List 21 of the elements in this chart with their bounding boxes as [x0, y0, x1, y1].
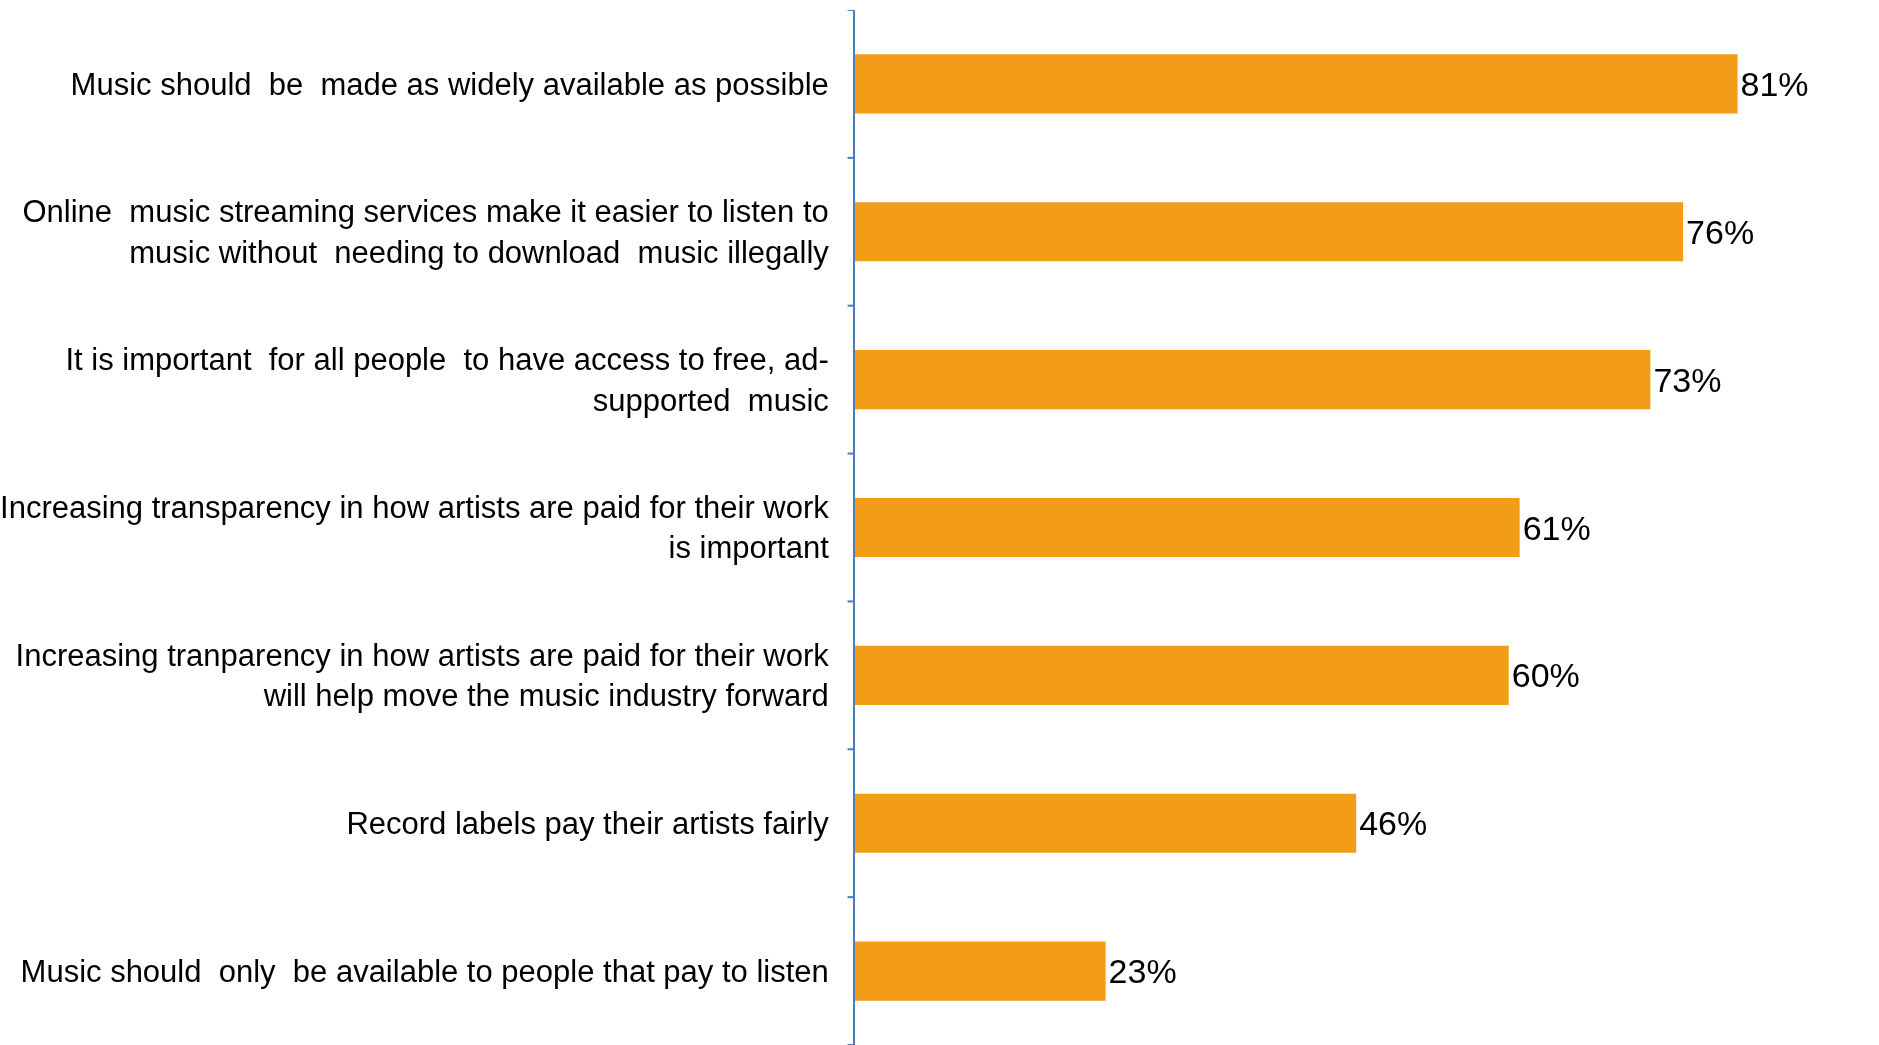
bar	[855, 497, 1520, 558]
data-label: 23%	[1108, 952, 1177, 991]
bar	[855, 941, 1106, 1001]
data-label: 81%	[1740, 64, 1809, 103]
data-label: 61%	[1522, 508, 1591, 547]
y-tick-label: Record labels pay their artists fairly	[346, 806, 830, 842]
bar	[855, 350, 1651, 410]
y-tick-label: Music should be made as widely available as possible	[70, 66, 829, 102]
data-label: 76%	[1686, 212, 1755, 251]
bar	[855, 793, 1357, 853]
y-tick-label: Increasing transparency in how artists are paid for their work is important	[0, 490, 830, 566]
bar	[855, 645, 1509, 705]
y-tick-label: Online music streaming services make it easier to listen to music without needing to download music illegally	[22, 194, 830, 270]
data-label: 60%	[1511, 656, 1580, 695]
bar	[855, 54, 1738, 114]
y-tick-label: It is important for all people to have access to free, ad- supported music	[65, 342, 829, 418]
y-tick-label: Music should only be available to people that pay to listen	[20, 953, 829, 989]
data-label: 46%	[1359, 804, 1428, 843]
data-label: 73%	[1653, 360, 1722, 399]
bar	[855, 202, 1684, 262]
y-tick-label: Increasing tranparency in how artists are paid for their work will help move the music industry forward	[15, 638, 830, 714]
